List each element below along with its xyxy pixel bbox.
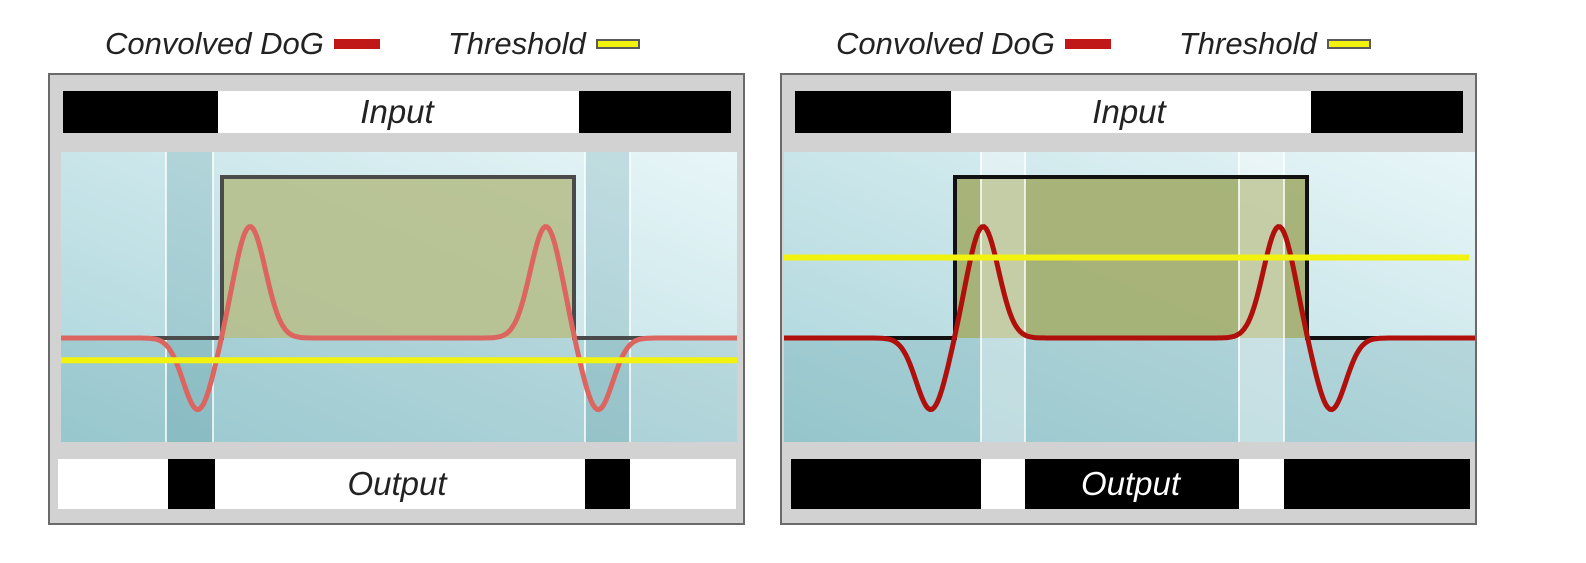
legend-left: Convolved DoG Threshold [105, 26, 640, 62]
input-dark-segment [63, 91, 218, 133]
panel-right: Input Output [780, 73, 1477, 525]
output-dark-segment [585, 459, 630, 509]
input-dark-segment [795, 91, 951, 133]
input-signal-line [784, 175, 1475, 340]
dog-swatch-icon [1064, 39, 1111, 49]
crossing-band [1239, 152, 1284, 442]
output-light-segment [58, 459, 168, 509]
threshold-swatch-icon [595, 39, 640, 49]
output-dark-segment [1284, 459, 1470, 509]
input-dark-segment [1311, 91, 1463, 133]
input-light-segment [218, 91, 579, 133]
threshold-swatch-icon [1326, 39, 1371, 49]
output-label: Output [347, 465, 447, 502]
dog-curve [784, 224, 1475, 413]
panel-left: Input Output [48, 73, 745, 525]
output-light-segment [215, 459, 585, 509]
legend-threshold-label: Threshold [447, 26, 586, 61]
input-label: Input [1092, 93, 1166, 130]
output-dark-segment [1025, 459, 1239, 509]
input-dark-segment [579, 91, 731, 133]
plot-right [784, 152, 1475, 442]
legend-threshold-label: Threshold [1178, 26, 1317, 61]
legend-right: Convolved DoG Threshold [836, 26, 1371, 62]
input-strip: Input [795, 91, 1463, 133]
output-dark-segment [168, 459, 215, 509]
plot-lower-shade [61, 338, 737, 442]
input-label: Input [360, 93, 434, 130]
plot-lower-shade [784, 338, 1475, 442]
output-light-segment [1239, 459, 1284, 509]
legend-dog-label: Convolved DoG [836, 26, 1055, 61]
dog-swatch-icon [333, 39, 380, 49]
output-light-segment [630, 459, 736, 509]
output-dark-segment [791, 459, 981, 509]
output-strip: Output [58, 459, 736, 509]
input-box-fill [222, 177, 574, 338]
output-strip: Output [791, 459, 1470, 509]
input-strip: Input [63, 91, 731, 133]
plot-left [61, 152, 737, 442]
output-light-segment [981, 459, 1025, 509]
dog-curve [61, 224, 737, 413]
output-label: Output [1080, 465, 1181, 502]
input-light-segment [951, 91, 1311, 133]
input-signal-line [61, 175, 737, 340]
legend-dog-label: Convolved DoG [105, 26, 324, 61]
